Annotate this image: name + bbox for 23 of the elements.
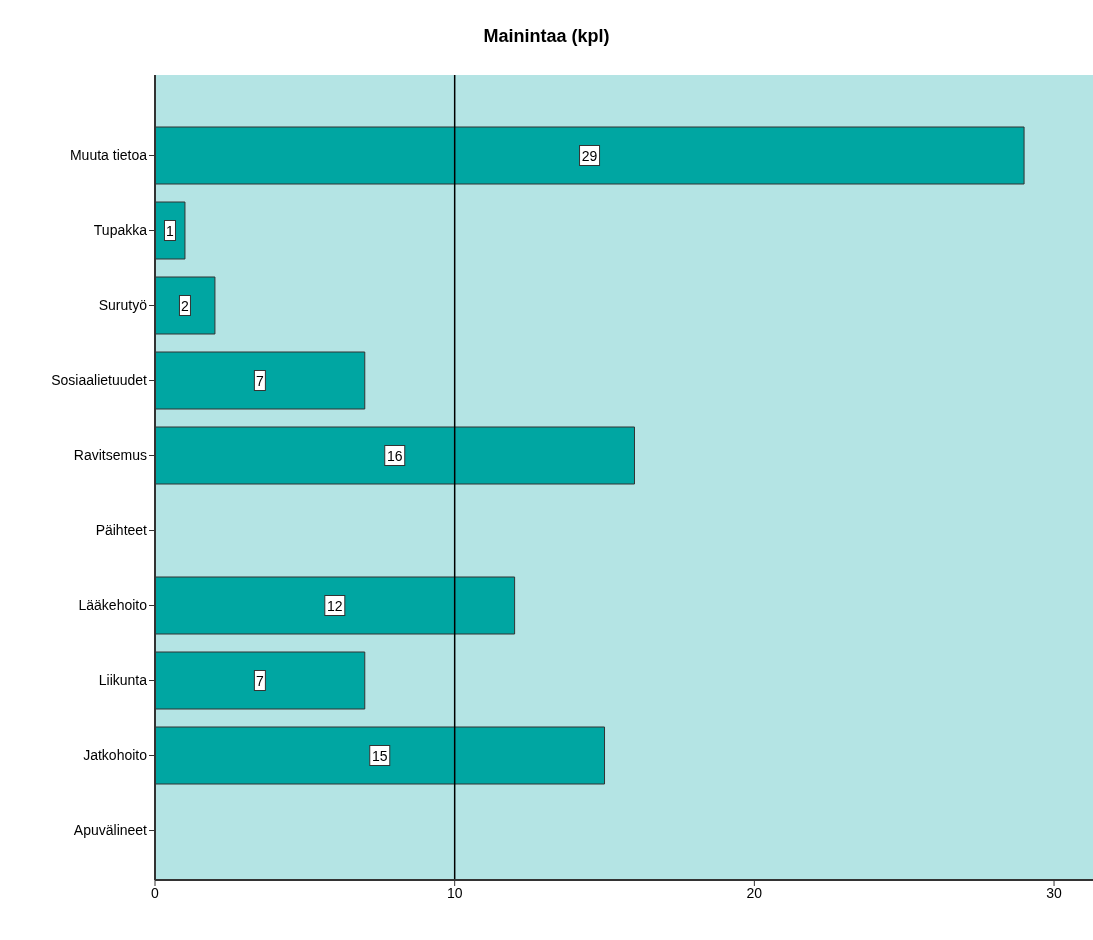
x-tick-label: 10 <box>446 884 463 901</box>
data-label: 2 <box>181 297 190 314</box>
data-label: 29 <box>581 147 598 164</box>
x-tick-label: 0 <box>151 884 160 901</box>
y-tick-label: Päihteet <box>95 522 148 539</box>
y-tick-label: Sosiaalietuudet <box>51 372 148 389</box>
data-label: 15 <box>371 747 388 764</box>
y-tick-label: Liikunta <box>98 672 148 689</box>
data-label: 7 <box>255 372 264 389</box>
y-tick-label: Jatkohoito <box>83 747 148 764</box>
y-tick-label: Tupakka <box>93 222 148 239</box>
data-label: 7 <box>255 672 264 689</box>
y-tick-label: Apuvälineet <box>73 822 148 839</box>
data-label: 12 <box>327 597 343 614</box>
x-tick-label: 30 <box>1046 884 1063 901</box>
y-tick-label: Ravitsemus <box>73 447 147 464</box>
y-tick-label: Surutyö <box>98 297 148 314</box>
data-label: 16 <box>386 447 403 464</box>
y-tick-label: Muuta tietoa <box>69 147 148 164</box>
chart-title: Mainintaa (kpl) <box>482 26 611 47</box>
y-tick-label: Lääkehoito <box>78 597 148 614</box>
data-label: 1 <box>166 222 175 239</box>
x-tick-label: 20 <box>746 884 763 901</box>
